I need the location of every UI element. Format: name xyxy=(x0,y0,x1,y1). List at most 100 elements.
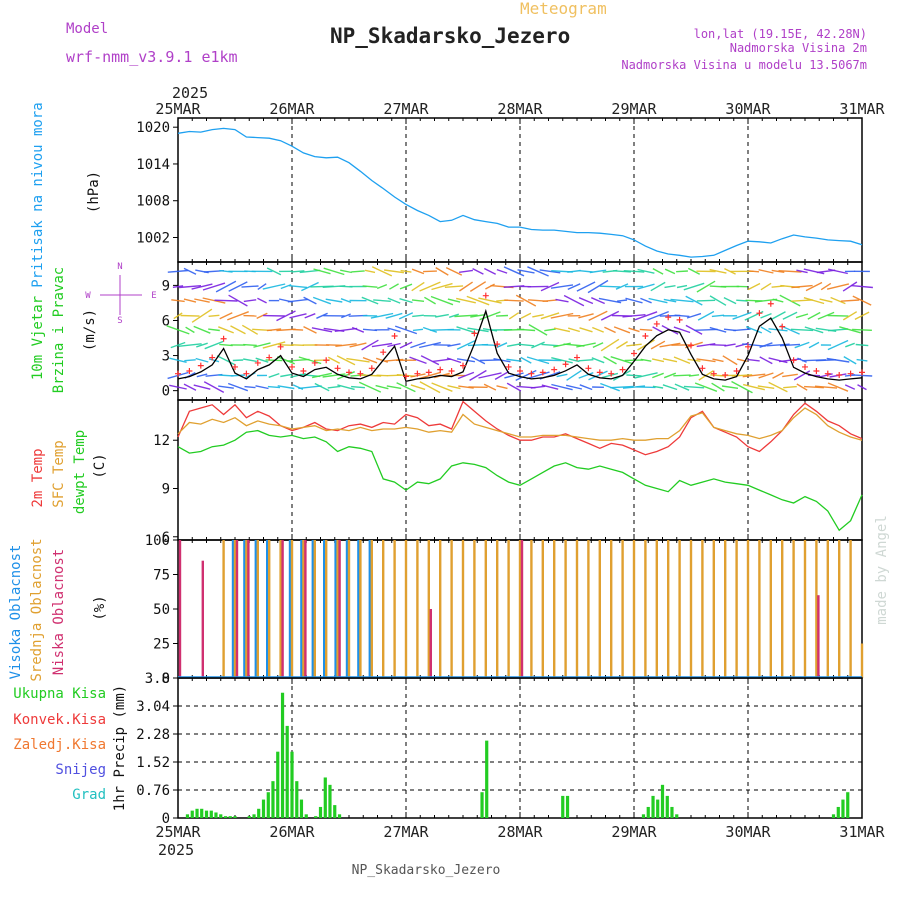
cloud-bar xyxy=(368,540,371,678)
wind-direction-arrow xyxy=(652,326,664,334)
wind-direction-arrow xyxy=(598,297,622,304)
wind-direction-arrow xyxy=(178,343,202,347)
wind-direction-arrow xyxy=(292,328,304,331)
cloud-side-label-1: Visoka Oblacnost xyxy=(8,545,24,680)
cloud-bar xyxy=(689,540,693,678)
wind-side-label-2: Brzina i Pravac xyxy=(51,267,67,393)
wind-direction-arrow xyxy=(674,314,690,318)
date-label-bottom: 29MAR xyxy=(611,823,657,841)
wind-direction-arrow xyxy=(827,328,849,332)
cloud-bar xyxy=(439,540,442,678)
wind-direction-arrow xyxy=(531,341,545,349)
wind-direction-arrow xyxy=(791,284,813,289)
cloud-side-label-2: Srednja Oblacnost xyxy=(29,538,45,681)
wind-direction-arrow xyxy=(418,371,442,380)
gust-marker xyxy=(585,365,592,372)
cloud-bar xyxy=(235,540,239,678)
wind-compass-icon: N W E S xyxy=(85,262,156,326)
wind-direction-arrow xyxy=(613,270,631,273)
station-title: NP_Skadarsko_Jezero xyxy=(330,24,570,48)
cloud-bar xyxy=(311,540,314,678)
wind-direction-arrow xyxy=(386,385,402,390)
wind-direction-arrow xyxy=(795,313,809,319)
cloud-bar xyxy=(338,540,341,678)
gust-marker xyxy=(197,362,204,369)
wind-direction-arrow xyxy=(634,311,658,321)
wind-direction-arrow xyxy=(257,297,267,304)
wind-direction-arrow xyxy=(541,384,559,390)
wind-direction-arrow xyxy=(255,385,269,390)
wind-direction-arrow xyxy=(335,343,357,347)
precip-bar xyxy=(328,784,332,818)
wind-direction-arrow xyxy=(396,382,416,393)
gust-marker xyxy=(425,369,432,376)
wind-direction-arrow xyxy=(412,328,424,332)
wind-direction-arrow xyxy=(288,285,308,289)
wind-direction-arrow xyxy=(694,382,718,392)
wind-direction-arrow xyxy=(445,266,463,276)
wind-direction-arrow xyxy=(389,283,399,290)
precip-bar xyxy=(646,806,650,818)
wind-direction-arrow xyxy=(851,284,873,289)
wind-direction-arrow xyxy=(478,297,502,304)
date-label-bottom: 26MAR xyxy=(269,823,315,841)
cloud-bar xyxy=(254,540,257,678)
cloud-unit-label: (%) xyxy=(92,595,108,620)
wind-direction-arrow xyxy=(411,299,425,302)
gust-marker xyxy=(722,372,729,379)
wind-direction-arrow xyxy=(622,314,646,318)
wind-direction-arrow xyxy=(814,385,838,389)
wind-direction-arrow xyxy=(722,355,738,366)
gust-marker xyxy=(642,333,649,340)
gust-marker xyxy=(688,342,694,349)
precip-bar xyxy=(323,777,327,818)
cloud-bar xyxy=(484,540,487,678)
wind-direction-arrow xyxy=(772,371,784,379)
wind-direction-arrow xyxy=(526,371,550,380)
wind-direction-arrow xyxy=(616,341,628,350)
precip-bar xyxy=(651,795,655,818)
wind-direction-arrow xyxy=(760,282,772,291)
wind-direction-arrow xyxy=(599,285,621,288)
gust-marker xyxy=(859,369,865,376)
cloud-bar xyxy=(268,540,271,678)
wind-direction-arrow xyxy=(550,284,574,289)
wind-direction-arrow xyxy=(854,311,870,321)
wind-direction-arrow xyxy=(183,267,197,275)
wind-direction-arrow xyxy=(195,357,209,363)
wind-direction-arrow xyxy=(508,312,520,320)
cloud-bar xyxy=(496,540,499,678)
wind-direction-arrow xyxy=(852,295,872,306)
wind-direction-arrow xyxy=(456,297,476,304)
wind-direction-arrow xyxy=(219,343,233,347)
wind-direction-arrow xyxy=(651,358,665,363)
wind-direction-arrow xyxy=(724,267,736,275)
gust-marker xyxy=(277,343,284,350)
wind-direction-arrow xyxy=(610,356,634,365)
wind-direction-arrow xyxy=(830,296,846,305)
wind-direction-arrow xyxy=(587,279,609,294)
cloud-bar xyxy=(701,540,704,678)
y-tick-label: 50 xyxy=(153,602,170,618)
wind-direction-arrow xyxy=(399,283,413,290)
wind-direction-arrow xyxy=(628,327,640,333)
wind-direction-arrow xyxy=(827,339,849,351)
wind-direction-arrow xyxy=(579,327,593,333)
wind-direction-arrow xyxy=(362,356,378,364)
wind-direction-arrow xyxy=(216,355,236,366)
wind-direction-arrow xyxy=(567,269,581,273)
wind-direction-arrow xyxy=(325,298,343,303)
cloud-bar xyxy=(393,540,396,678)
temp-side-label-3: dewpt Temp xyxy=(72,430,88,514)
wind-direction-arrow xyxy=(515,369,537,382)
cloud-bar xyxy=(803,540,807,678)
cloud-bar xyxy=(644,540,647,678)
wind-direction-arrow xyxy=(639,328,653,331)
wind-direction-arrow xyxy=(178,285,202,289)
wind-direction-arrow xyxy=(650,281,666,292)
wind-direction-arrow xyxy=(827,314,849,317)
cloud-bar xyxy=(667,540,670,678)
wind-direction-arrow xyxy=(458,385,474,389)
precip-legend-total: Ukupna Kisa xyxy=(13,686,106,702)
wind-direction-arrow xyxy=(760,326,772,334)
